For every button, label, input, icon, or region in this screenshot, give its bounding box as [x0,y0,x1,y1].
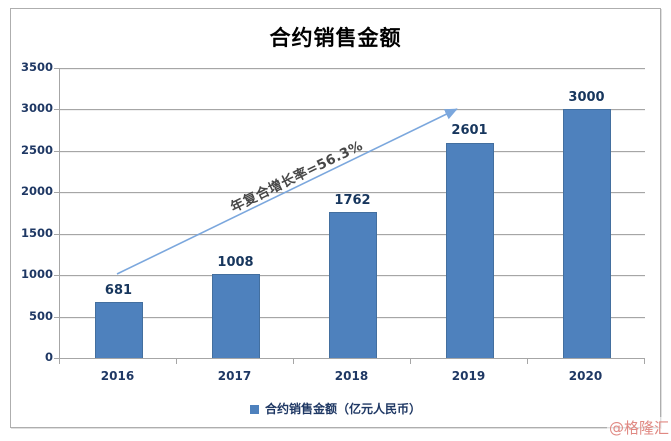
y-tick-label: 0 [44,350,53,364]
y-tick-label: 3000 [20,101,53,116]
x-tick-label: 2020 [568,369,603,383]
chart-frame: 合约销售金额 681 1008 1762 2601 3000 0 500 1000 1500 2… [10,8,661,428]
y-tick-label: 3500 [20,60,53,74]
gridline [60,150,645,152]
bar-value-label: 1762 [334,193,371,208]
watermark: @格隆汇 [606,417,669,438]
bar [562,109,611,358]
legend-marker-icon [249,405,259,414]
bar [445,142,494,358]
bar-value-label: 681 [104,282,133,298]
arrow-line [116,108,458,275]
x-tick-label: 2018 [334,369,369,383]
x-tick-mark [527,359,528,364]
gridline [60,192,645,194]
y-tick-label: 500 [28,308,53,323]
legend-label: 合约销售金额（亿元人民币） [264,402,421,416]
y-tick-label: 2000 [20,184,53,199]
y-tick-mark [54,316,59,318]
bar-value-label: 1008 [217,255,254,271]
x-tick-label: 2019 [451,369,486,383]
bar-value-label: 3000 [568,90,605,106]
x-tick-label: 2017 [217,369,252,383]
x-tick-mark [644,359,645,364]
bar [211,274,260,358]
y-tick-mark [54,192,59,194]
y-tick-mark [54,233,59,235]
x-tick-mark [176,359,177,364]
plot-area: 681 1008 1762 2601 3000 [59,68,645,359]
x-tick-label: 2016 [100,369,135,383]
y-tick-mark [54,68,59,69]
x-tick-mark [293,359,294,364]
legend: 合约销售金额（亿元人民币） [11,400,660,417]
bar-value-label: 2601 [451,123,488,139]
y-tick-mark [54,275,59,277]
chart-title: 合约销售金额 [269,25,402,50]
bar [328,212,377,358]
y-tick-mark [54,109,59,111]
x-tick-mark [59,359,60,364]
bar [94,301,143,358]
gridline [60,68,645,69]
gridline [60,109,645,111]
y-tick-label: 2500 [20,142,53,157]
y-tick-mark [54,150,59,152]
trend-arrow [116,108,458,275]
y-tick-label: 1000 [20,267,53,282]
y-tick-label: 1500 [20,225,53,240]
x-tick-mark [410,359,411,364]
y-tick-mark [54,358,59,359]
